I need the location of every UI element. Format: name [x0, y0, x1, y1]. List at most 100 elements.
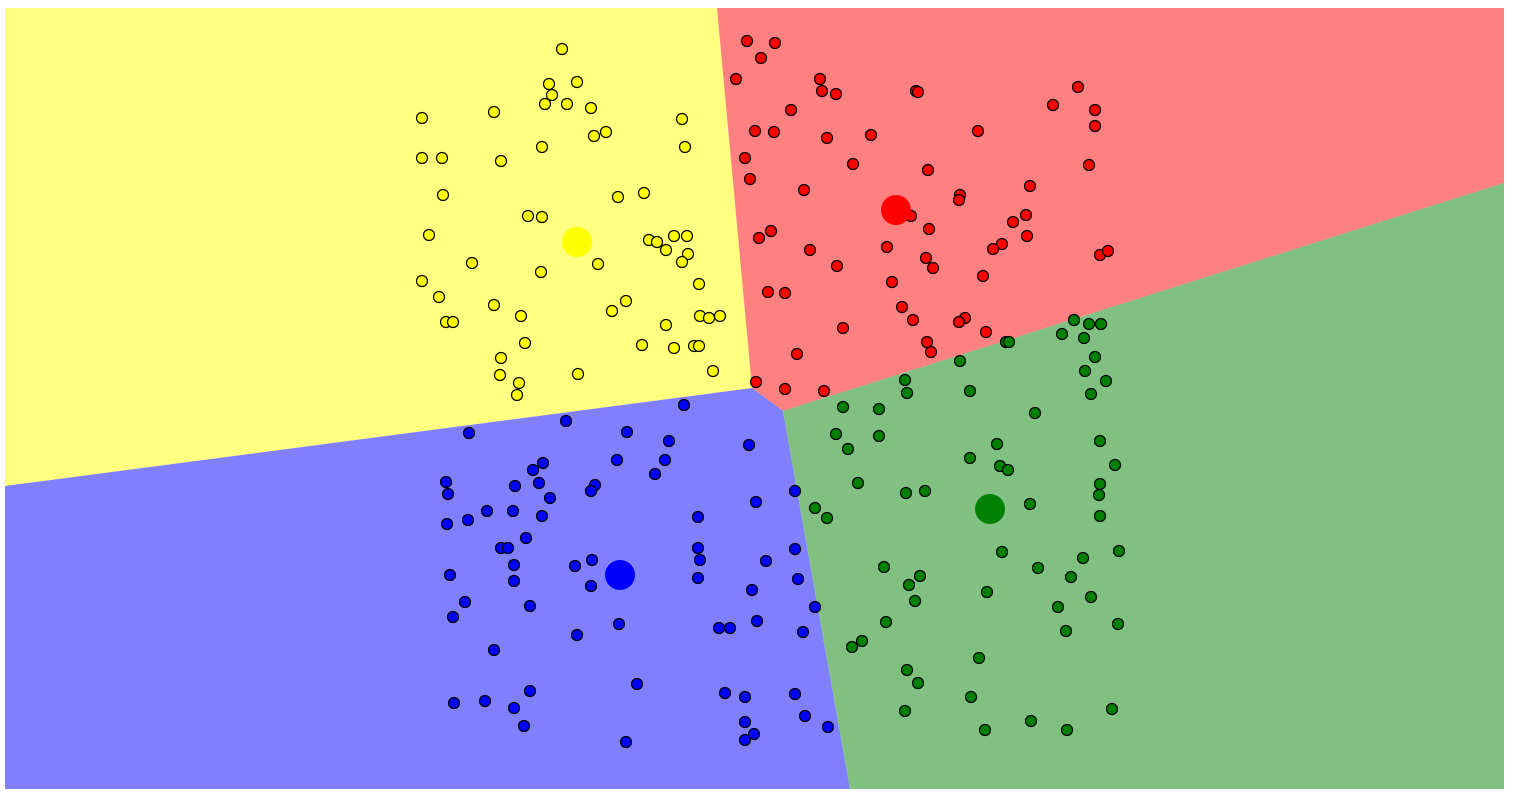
data-point-green — [836, 400, 850, 414]
data-point-green — [953, 354, 967, 368]
data-point-yellow — [415, 111, 429, 125]
data-point-green — [964, 690, 978, 704]
data-point-yellow — [619, 294, 633, 308]
data-point-green — [900, 663, 914, 677]
data-point-yellow — [667, 341, 681, 355]
data-point-yellow — [422, 228, 436, 242]
data-point-green — [995, 545, 1009, 559]
data-point-red — [754, 51, 768, 65]
data-point-green — [820, 511, 834, 525]
points-yellow — [415, 42, 727, 402]
data-point-blue — [536, 456, 550, 470]
data-point-red — [1101, 244, 1115, 258]
data-point-red — [815, 84, 829, 98]
data-point-blue — [723, 621, 737, 635]
data-point-green — [1112, 544, 1126, 558]
data-point-blue — [620, 425, 634, 439]
data-point-yellow — [493, 368, 507, 382]
data-point-yellow — [435, 151, 449, 165]
data-point-yellow — [680, 229, 694, 243]
data-point-green — [1023, 497, 1037, 511]
data-point-blue — [480, 504, 494, 518]
data-point-yellow — [667, 229, 681, 243]
centroids — [562, 195, 1005, 590]
data-point-blue — [759, 554, 773, 568]
data-point-red — [830, 259, 844, 273]
data-point-red — [1046, 98, 1060, 112]
data-point-red — [911, 85, 925, 99]
data-point-red — [906, 313, 920, 327]
data-point-red — [976, 269, 990, 283]
data-point-blue — [791, 572, 805, 586]
data-point-green — [1099, 374, 1113, 388]
data-point-green — [1002, 335, 1016, 349]
data-point-yellow — [635, 338, 649, 352]
data-point-red — [1082, 158, 1096, 172]
data-point-yellow — [446, 315, 460, 329]
data-point-green — [1031, 561, 1045, 575]
data-point-yellow — [599, 125, 613, 139]
data-point-green — [808, 501, 822, 515]
data-point-yellow — [678, 140, 692, 154]
data-point-blue — [526, 463, 540, 477]
data-point-green — [918, 484, 932, 498]
region-green — [783, 183, 1504, 789]
data-point-red — [979, 325, 993, 339]
data-point-yellow — [692, 339, 706, 353]
data-point-red — [864, 128, 878, 142]
data-point-red — [952, 315, 966, 329]
data-point-green — [972, 651, 986, 665]
data-point-yellow — [675, 112, 689, 126]
data-point-blue — [478, 694, 492, 708]
data-point-red — [797, 183, 811, 197]
data-point-green — [1093, 434, 1107, 448]
data-point-green — [872, 402, 886, 416]
data-point-blue — [630, 677, 644, 691]
data-point-blue — [523, 599, 537, 613]
data-point-blue — [501, 541, 515, 555]
data-point-blue — [439, 475, 453, 489]
data-point-red — [748, 124, 762, 138]
data-point-blue — [691, 510, 705, 524]
data-point-blue — [677, 398, 691, 412]
data-point-yellow — [570, 75, 584, 89]
data-point-yellow — [538, 97, 552, 111]
data-point-yellow — [535, 210, 549, 224]
data-point-blue — [447, 696, 461, 710]
data-point-yellow — [510, 388, 524, 402]
data-point-blue — [658, 453, 672, 467]
data-point-blue — [788, 542, 802, 556]
data-point-green — [845, 640, 859, 654]
data-point-red — [820, 131, 834, 145]
data-point-red — [749, 375, 763, 389]
data-point-red — [767, 125, 781, 139]
data-point-red — [921, 163, 935, 177]
data-point-yellow — [659, 318, 673, 332]
data-point-blue — [487, 643, 501, 657]
data-point-blue — [796, 625, 810, 639]
data-point-red — [952, 193, 966, 207]
data-point-blue — [750, 614, 764, 628]
data-point-red — [922, 222, 936, 236]
data-point-red — [778, 286, 792, 300]
data-point-green — [841, 442, 855, 456]
data-point-red — [986, 242, 1000, 256]
data-point-red — [1019, 208, 1033, 222]
data-point-blue — [808, 600, 822, 614]
data-point-red — [738, 151, 752, 165]
data-point-green — [1059, 624, 1073, 638]
data-point-red — [743, 172, 757, 186]
data-point-red — [924, 345, 938, 359]
data-point-yellow — [518, 336, 532, 350]
data-point-blue — [662, 434, 676, 448]
data-point-green — [1094, 317, 1108, 331]
data-point-yellow — [584, 101, 598, 115]
data-point-green — [978, 723, 992, 737]
data-point-blue — [691, 571, 705, 585]
data-point-green — [913, 569, 927, 583]
data-point-green — [902, 578, 916, 592]
data-point-yellow — [659, 243, 673, 257]
data-point-green — [908, 594, 922, 608]
